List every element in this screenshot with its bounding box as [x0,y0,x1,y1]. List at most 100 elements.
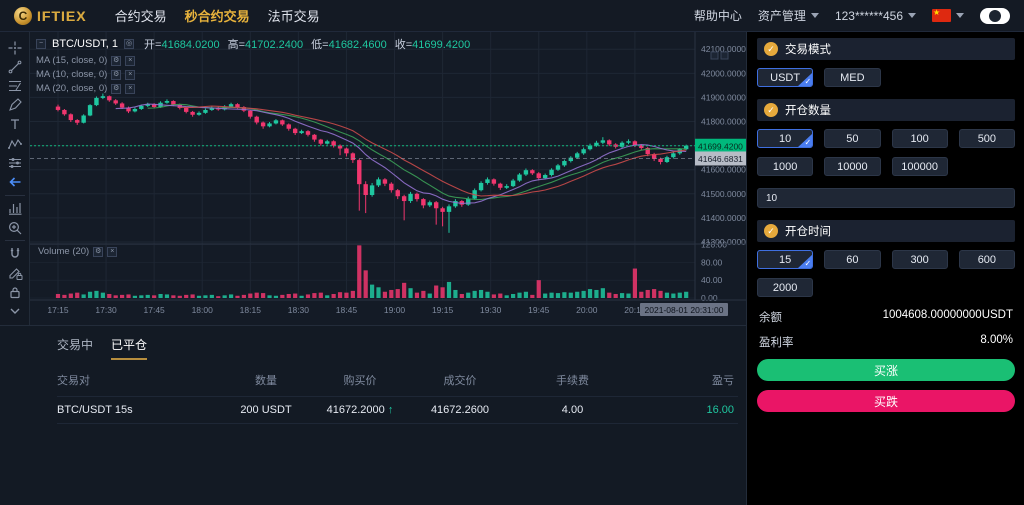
option-button-60[interactable]: 60 [824,250,881,269]
pattern-icon[interactable] [4,134,26,153]
svg-text:17:30: 17:30 [95,305,117,315]
crosshair-icon[interactable] [4,38,26,57]
zoom-in-icon[interactable] [4,218,26,237]
lock-icon[interactable] [4,282,26,301]
option-button-group: 10 ✓ 50 100 500 1000 10000 100000 [757,129,1015,176]
forecast-icon[interactable] [4,153,26,172]
ma-legend-row: MA (20, close, 0) ⚙ × [36,83,470,94]
option-button-100000[interactable]: 100000 [891,157,948,176]
profit-rate-value: 8.00% [980,334,1013,346]
chart-canvas[interactable]: 17:15 17:30 17:45 18:00 18:15 18:30 18:45 19:00… [30,32,746,325]
drawing-toolbar [0,32,30,325]
indicator-close-icon[interactable]: × [125,55,136,66]
option-button-group: 15 ✓ 60 300 600 2000 [757,250,1015,297]
buy-down-button[interactable]: 买跌 [757,390,1015,412]
indicator-settings-icon[interactable]: ⚙ [111,69,122,80]
option-button-MED[interactable]: MED [824,68,881,87]
ma-legend-row: MA (15, close, 0) ⚙ × [36,55,470,66]
account-menu[interactable]: 123******456 [835,9,916,23]
asset-management-menu[interactable]: 资产管理 [758,7,819,24]
check-circle-icon: ✓ [764,103,778,117]
balance-value: 1004608.00000000USDT [882,309,1013,321]
ohlc-values: 开=41684.0200 高=41702.2400 低=41682.4600 收=41… [144,36,470,52]
brush-icon[interactable] [4,96,26,115]
svg-text:80.00: 80.00 [701,257,723,267]
svg-text:41400.0000: 41400.0000 [701,213,746,223]
balance-row: 余额 1004608.00000000USDT [759,309,1013,325]
text-icon[interactable] [4,115,26,134]
order-row: BTC/USDT 15s 200 USDT 41672.2000 ↑ 41672.26… [57,397,738,424]
svg-text:42000.0000: 42000.0000 [701,68,746,78]
theme-toggle[interactable] [980,7,1010,24]
chevron-down-icon[interactable] [4,302,26,321]
up-arrow-icon: ↑ [387,404,394,416]
column-header: 交易对 [57,375,90,387]
option-button-15[interactable]: 15 ✓ [757,250,814,269]
indicator-settings-icon[interactable]: ⚙ [111,55,122,66]
ohlc-item: 低=41682.4600 [311,39,387,51]
help-center-link[interactable]: 帮助中心 [693,9,742,23]
logo-text: IFTIEX [37,7,87,24]
trend-line-icon[interactable] [4,57,26,76]
candlestick-chart[interactable]: 17:15 17:30 17:45 18:00 18:15 18:30 18:45 19:00… [30,32,746,325]
chart-zone: 17:15 17:30 17:45 18:00 18:15 18:30 18:45 19:00… [0,32,746,325]
trade-panel: ✓ 交易模式 USDT ✓ MED ✓ 开仓数量 10 ✓ 50 100 500 1000 10000 10… [748,32,1024,505]
trade-panel-sections: ✓ 交易模式 USDT ✓ MED ✓ 开仓数量 10 ✓ 50 100 500 1000 10000 10… [757,38,1015,297]
profit-rate-label: 盈利率 [759,337,794,349]
option-button-100[interactable]: 100 [891,129,948,148]
section-header: ✓ 交易模式 [757,38,1015,60]
check-circle-icon: ✓ [764,224,778,238]
option-button-500[interactable]: 500 [958,129,1015,148]
indicator-close-icon[interactable]: × [107,246,118,257]
language-menu[interactable]: ★ [932,9,964,22]
svg-text:41900.0000: 41900.0000 [701,92,746,102]
volume-legend: Volume (20) ⚙ × [38,246,118,257]
option-button-USDT[interactable]: USDT ✓ [757,68,814,87]
svg-text:19:00: 19:00 [384,305,406,315]
toolbar-divider [4,194,25,196]
indicators-icon[interactable] [4,199,26,218]
svg-text:19:30: 19:30 [480,305,502,315]
orders-table-header: 交易对 数量 购买价 成交价 手续费 盈亏 [57,372,738,397]
indicator-close-icon[interactable]: × [125,69,136,80]
nav-item[interactable]: 秒合约交易 [184,9,250,24]
logo[interactable]: C IFTIEX [14,6,87,25]
back-arrow-icon[interactable] [4,173,26,192]
orders-tab[interactable]: 交易中 [57,338,94,352]
option-button-50[interactable]: 50 [824,129,881,148]
quantity-input[interactable] [757,188,1015,208]
nav-item[interactable]: 法币交易 [267,9,320,24]
svg-text:0.00: 0.00 [701,293,718,303]
svg-text:19:45: 19:45 [528,305,550,315]
svg-text:41699.4200: 41699.4200 [698,141,743,151]
magnet-icon[interactable] [4,244,26,263]
orders-tab[interactable]: 已平仓 [111,336,148,360]
option-button-1000[interactable]: 1000 [757,157,814,176]
ohlc-item: 收=41699.4200 [394,39,471,51]
option-button-10000[interactable]: 10000 [824,157,881,176]
buy-up-button[interactable]: 买涨 [757,359,1015,381]
target-icon[interactable]: ◎ [124,39,135,49]
indicator-settings-icon[interactable]: ⚙ [111,83,122,94]
svg-text:41646.6831: 41646.6831 [698,154,743,164]
svg-text:41500.0000: 41500.0000 [701,189,746,199]
drawing-lock-icon[interactable] [4,263,26,282]
option-button-10[interactable]: 10 ✓ [757,129,814,148]
svg-text:41600.0000: 41600.0000 [701,165,746,175]
column-header: 盈亏 [712,375,734,387]
balance-label: 余额 [759,312,782,324]
check-circle-icon: ✓ [764,42,778,56]
indicator-settings-icon[interactable]: ⚙ [93,246,104,257]
option-button-2000[interactable]: 2000 [757,278,814,297]
fib-retracement-icon[interactable] [4,76,26,95]
svg-text:20:15: 20:15 [624,305,646,315]
indicator-close-icon[interactable]: × [125,83,136,94]
svg-text:20:00: 20:00 [576,305,598,315]
orders-table-body: BTC/USDT 15s 200 USDT 41672.2000 ↑ 41672.26… [57,397,738,424]
nav-item[interactable]: 合约交易 [114,9,167,24]
option-button-600[interactable]: 600 [958,250,1015,269]
option-button-300[interactable]: 300 [891,250,948,269]
profit-rate-row: 盈利率 8.00% [759,334,1013,350]
collapse-legend-icon[interactable]: − [36,39,46,49]
